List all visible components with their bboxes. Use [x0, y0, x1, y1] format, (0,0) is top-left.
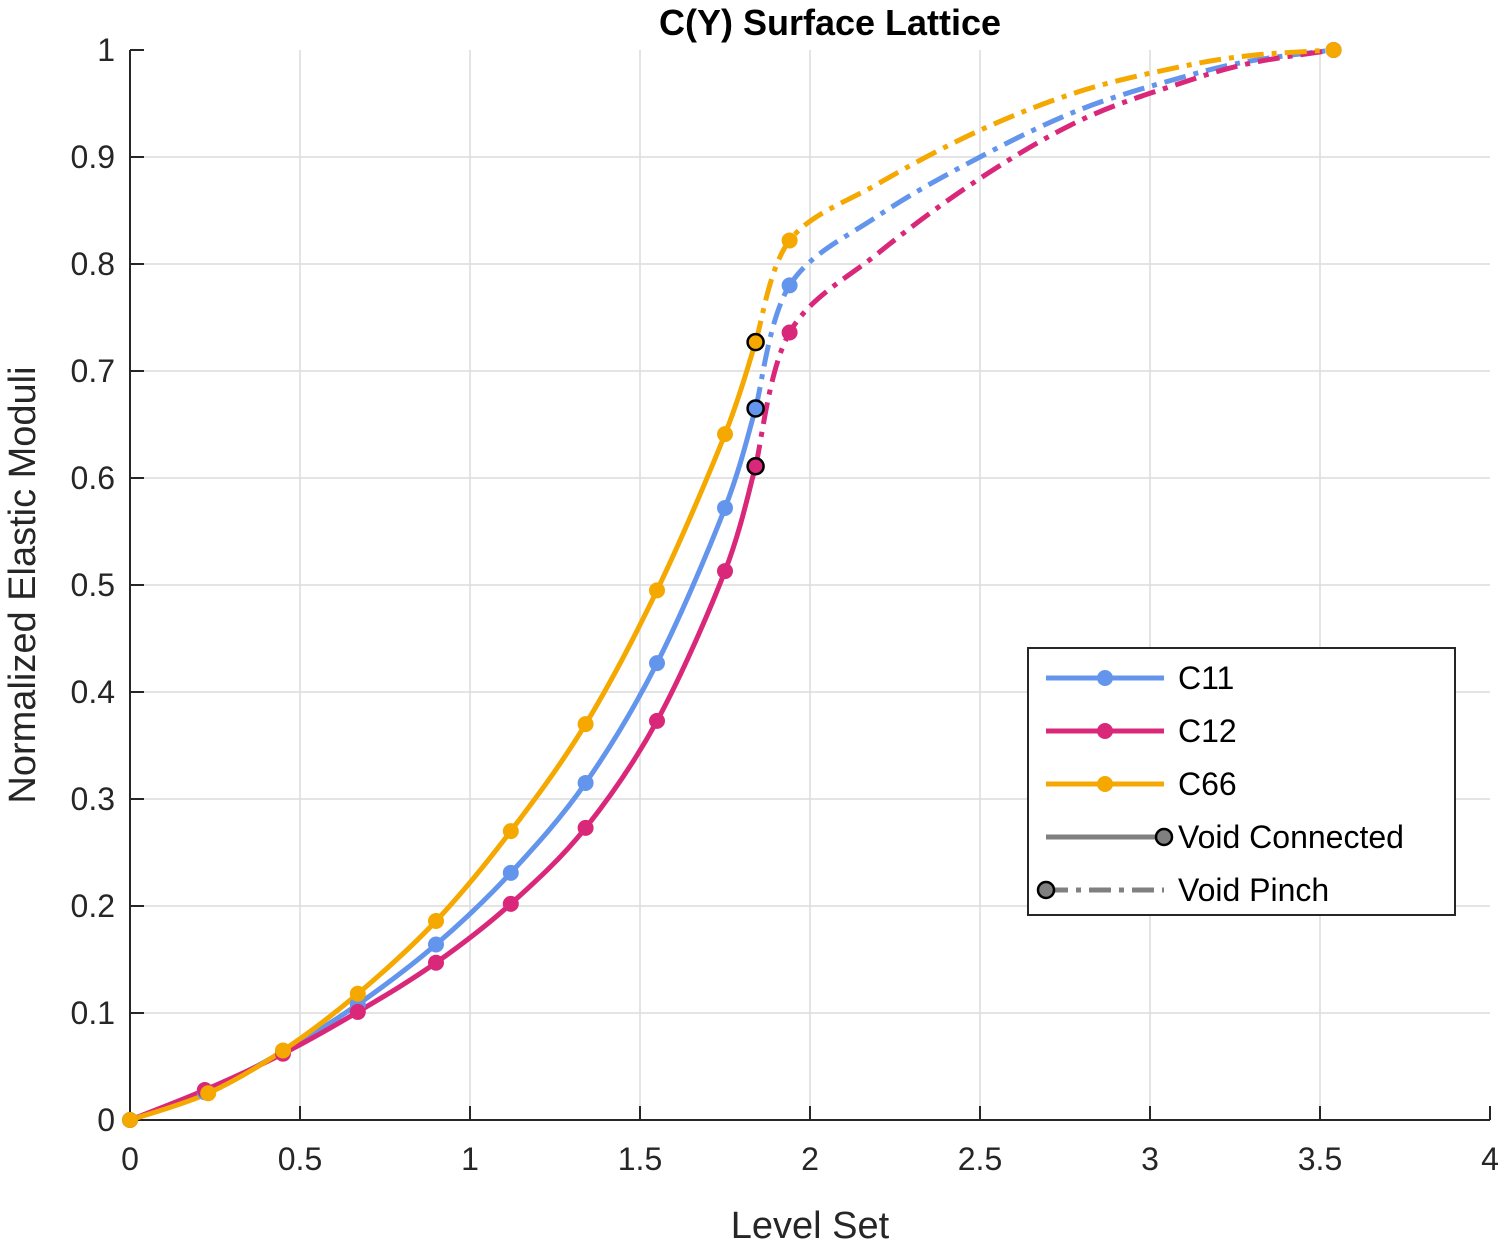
x-tick-label: 0 [121, 1141, 139, 1177]
series-c11-point [577, 774, 594, 791]
series-c11-point [502, 864, 519, 881]
legend-marker [1097, 670, 1113, 686]
markers-group [122, 42, 1342, 1128]
series-c12-point [717, 563, 733, 580]
series-c11-point [428, 936, 444, 953]
x-tick-label: 1 [461, 1141, 479, 1177]
series-c66-point [428, 912, 444, 929]
y-tick-label: 0.1 [71, 995, 115, 1031]
y-tick-label: 1 [97, 32, 115, 68]
legend-label: Void Connected [1178, 819, 1404, 855]
y-axis-label: Normalized Elastic Moduli [2, 366, 44, 803]
series-c11-transition-point [746, 399, 765, 418]
legend-label: Void Pinch [1178, 872, 1329, 908]
series-c11-pinch-point [781, 277, 798, 294]
legend-label: C66 [1178, 766, 1237, 802]
x-tick-label: 0.5 [278, 1141, 322, 1177]
y-tick-label: 0.3 [71, 781, 115, 817]
y-tick-label: 0.7 [71, 353, 115, 389]
series-c12-pinch-point [781, 324, 798, 341]
series-c66-point [122, 1112, 138, 1128]
axes: 0 0.5 1 1.5 2 2.5 3 3.5 4 0 0.1 0.2 0.3 0.4 0.5 0.6 0.7 0… [71, 32, 1499, 1177]
series-c11-pinch-line [753, 47, 1334, 410]
legend: C11 C12 C66 Void Connected Void Pinch [1027, 647, 1456, 916]
chart-title: C(Y) Surface Lattice [659, 2, 1001, 43]
series-c12-transition-point [746, 456, 765, 476]
series-c12-point [428, 954, 444, 971]
series-c12-point [349, 1003, 366, 1020]
legend-marker [1097, 723, 1113, 739]
y-tick-label: 0.6 [71, 460, 115, 496]
series-c11-point [717, 499, 733, 516]
series-c66-connected-line [129, 341, 758, 1123]
series-c66-point [577, 716, 594, 733]
y-tick-label: 0.8 [71, 246, 115, 282]
legend-marker [1036, 880, 1056, 900]
series-c12-point [649, 712, 665, 729]
x-tick-label: 2 [801, 1141, 819, 1177]
series-c66-point [502, 823, 519, 840]
grid [130, 50, 1490, 1120]
series-c66-point [717, 426, 733, 443]
x-tick-label: 3 [1141, 1141, 1159, 1177]
x-tick-label: 4 [1481, 1141, 1499, 1177]
series-c11-point [649, 655, 665, 672]
series-c12-point [577, 819, 594, 836]
series-c66-point [200, 1085, 217, 1102]
series-c66-point [275, 1042, 291, 1059]
series-c66-transition-point [746, 332, 765, 352]
y-tick-label: 0.2 [71, 888, 115, 924]
legend-marker [1154, 827, 1174, 847]
legend-label: C12 [1178, 713, 1237, 749]
series-c66-pinch-point [781, 232, 798, 249]
series-c66-pinch-point [1325, 42, 1342, 58]
legend-marker [1097, 776, 1113, 792]
y-tick-label: 0.4 [71, 674, 115, 710]
series-c66-point [349, 985, 366, 1002]
series-c12-point [502, 895, 519, 912]
x-tick-label: 3.5 [1298, 1141, 1342, 1177]
y-tick-label: 0 [97, 1102, 115, 1138]
series-c66-point [649, 582, 665, 599]
x-tick-label: 2.5 [958, 1141, 1002, 1177]
x-tick-label: 1.5 [618, 1141, 662, 1177]
legend-label: C11 [1178, 660, 1234, 696]
y-tick-label: 0.9 [71, 139, 115, 175]
x-axis-label: Level Set [731, 1205, 890, 1244]
y-tick-label: 0.5 [71, 567, 115, 603]
